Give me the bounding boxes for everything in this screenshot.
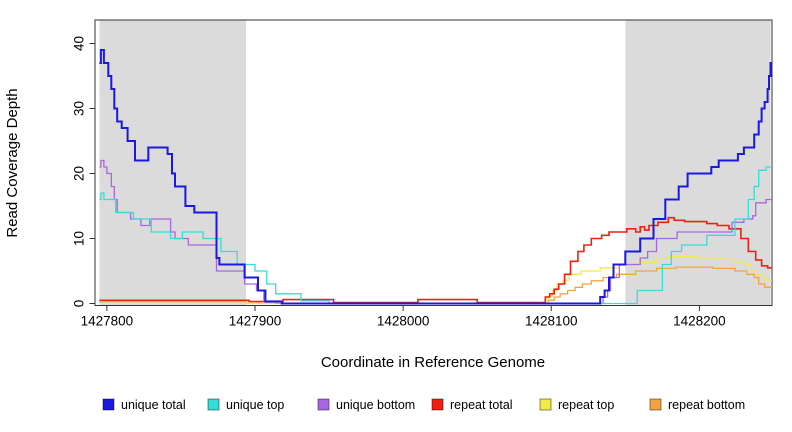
legend-swatch-unique-top <box>207 398 220 411</box>
x-tick-label: 1428000 <box>377 314 430 329</box>
x-tick-label: 1428100 <box>525 314 578 329</box>
legend-label-repeat-bottom: repeat bottom <box>668 398 745 412</box>
legend-item-unique-top: unique top <box>207 398 284 412</box>
legend-item-repeat-bottom: repeat bottom <box>649 398 745 412</box>
y-tick-label: 40 <box>72 36 87 51</box>
y-tick-label: 30 <box>72 101 87 116</box>
legend-swatch-repeat-bottom <box>649 398 662 411</box>
legend: unique total unique top unique bottom repea… <box>102 398 745 412</box>
legend-swatch-unique-bottom <box>317 398 330 411</box>
y-axis-title: Read Coverage Depth <box>4 88 21 237</box>
x-tick-label: 1427900 <box>229 314 282 329</box>
series-line-repeat-total <box>99 216 772 304</box>
plot-frame <box>94 19 773 306</box>
legend-label-unique-total: unique total <box>121 398 186 412</box>
legend-label-repeat-top: repeat top <box>558 398 614 412</box>
legend-swatch-repeat-total <box>431 398 444 411</box>
legend-item-unique-bottom: unique bottom <box>317 398 415 412</box>
series-lines <box>99 49 772 305</box>
series-line-unique-top <box>99 166 772 305</box>
legend-swatch-unique-total <box>102 398 115 411</box>
legend-item-unique-total: unique total <box>102 398 186 412</box>
y-tick-label: 0 <box>72 300 87 308</box>
series-line-repeat-bottom <box>99 266 772 305</box>
legend-label-repeat-total: repeat total <box>450 398 513 412</box>
legend-label-unique-bottom: unique bottom <box>336 398 415 412</box>
series-line-unique-total <box>99 49 772 305</box>
x-axis-title: Coordinate in Reference Genome <box>321 354 545 371</box>
legend-item-repeat-top: repeat top <box>539 398 614 412</box>
plot-frame-group <box>94 19 773 306</box>
shaded-regions <box>99 20 771 306</box>
x-tick-label: 1428200 <box>673 314 726 329</box>
legend-item-repeat-total: repeat total <box>431 398 513 412</box>
x-tick-label: 1427800 <box>81 314 134 329</box>
legend-swatch-repeat-top <box>539 398 552 411</box>
y-tick-label: 10 <box>72 231 87 246</box>
y-tick-label: 20 <box>72 166 87 181</box>
axes: 1427800 1427900 1428000 1428100 1428200 0 10 20… <box>72 36 726 329</box>
legend-label-unique-top: unique top <box>226 398 284 412</box>
